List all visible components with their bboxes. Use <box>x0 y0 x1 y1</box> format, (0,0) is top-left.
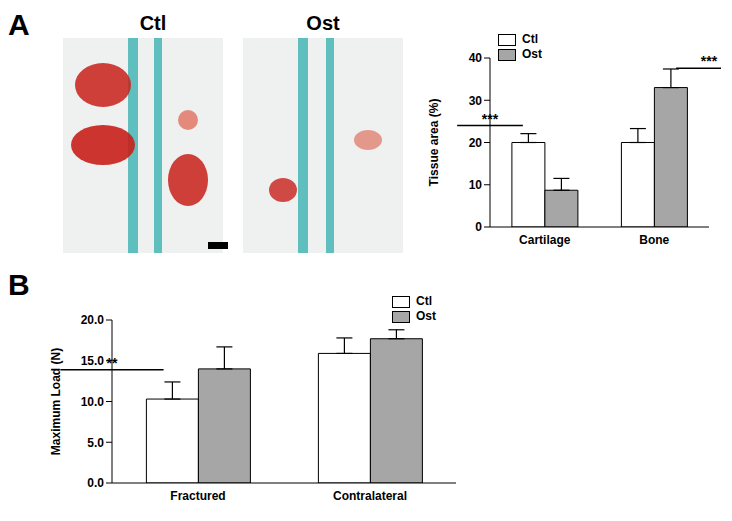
svg-text:Fractured: Fractured <box>170 489 225 503</box>
svg-text:5.0: 5.0 <box>87 436 104 450</box>
svg-text:10.0: 10.0 <box>81 395 105 409</box>
svg-text:15.0: 15.0 <box>81 354 105 368</box>
svg-text:40: 40 <box>469 51 483 65</box>
html-text:A: A <box>8 8 30 41</box>
svg-text:20.0: 20.0 <box>81 313 105 327</box>
svg-text:30: 30 <box>469 94 483 108</box>
html-text:B: B <box>8 268 30 301</box>
svg-text:Cartilage: Cartilage <box>519 233 571 247</box>
svg-text:***: *** <box>701 53 718 69</box>
svg-text:0.0: 0.0 <box>87 476 104 490</box>
html-text:Ost: Ost <box>416 309 436 323</box>
svg-text:20: 20 <box>469 136 483 150</box>
svg-text:**: ** <box>107 355 118 371</box>
svg-text:Ctl: Ctl <box>140 12 167 34</box>
svg-text:Tissue area (%): Tissue area (%) <box>427 99 441 187</box>
svg-text:0: 0 <box>475 220 482 234</box>
svg-text:Ost: Ost <box>306 12 340 34</box>
svg-text:Contralateral: Contralateral <box>333 489 407 503</box>
html-text:Ost: Ost <box>522 47 542 61</box>
svg-text:10: 10 <box>469 178 483 192</box>
html-text:Ctl: Ctl <box>416 294 432 308</box>
html-text:Ctl: Ctl <box>522 32 538 46</box>
svg-text:Maximum Load (N): Maximum Load (N) <box>49 348 63 455</box>
svg-text:Bone: Bone <box>639 233 669 247</box>
svg-text:***: *** <box>482 111 499 127</box>
